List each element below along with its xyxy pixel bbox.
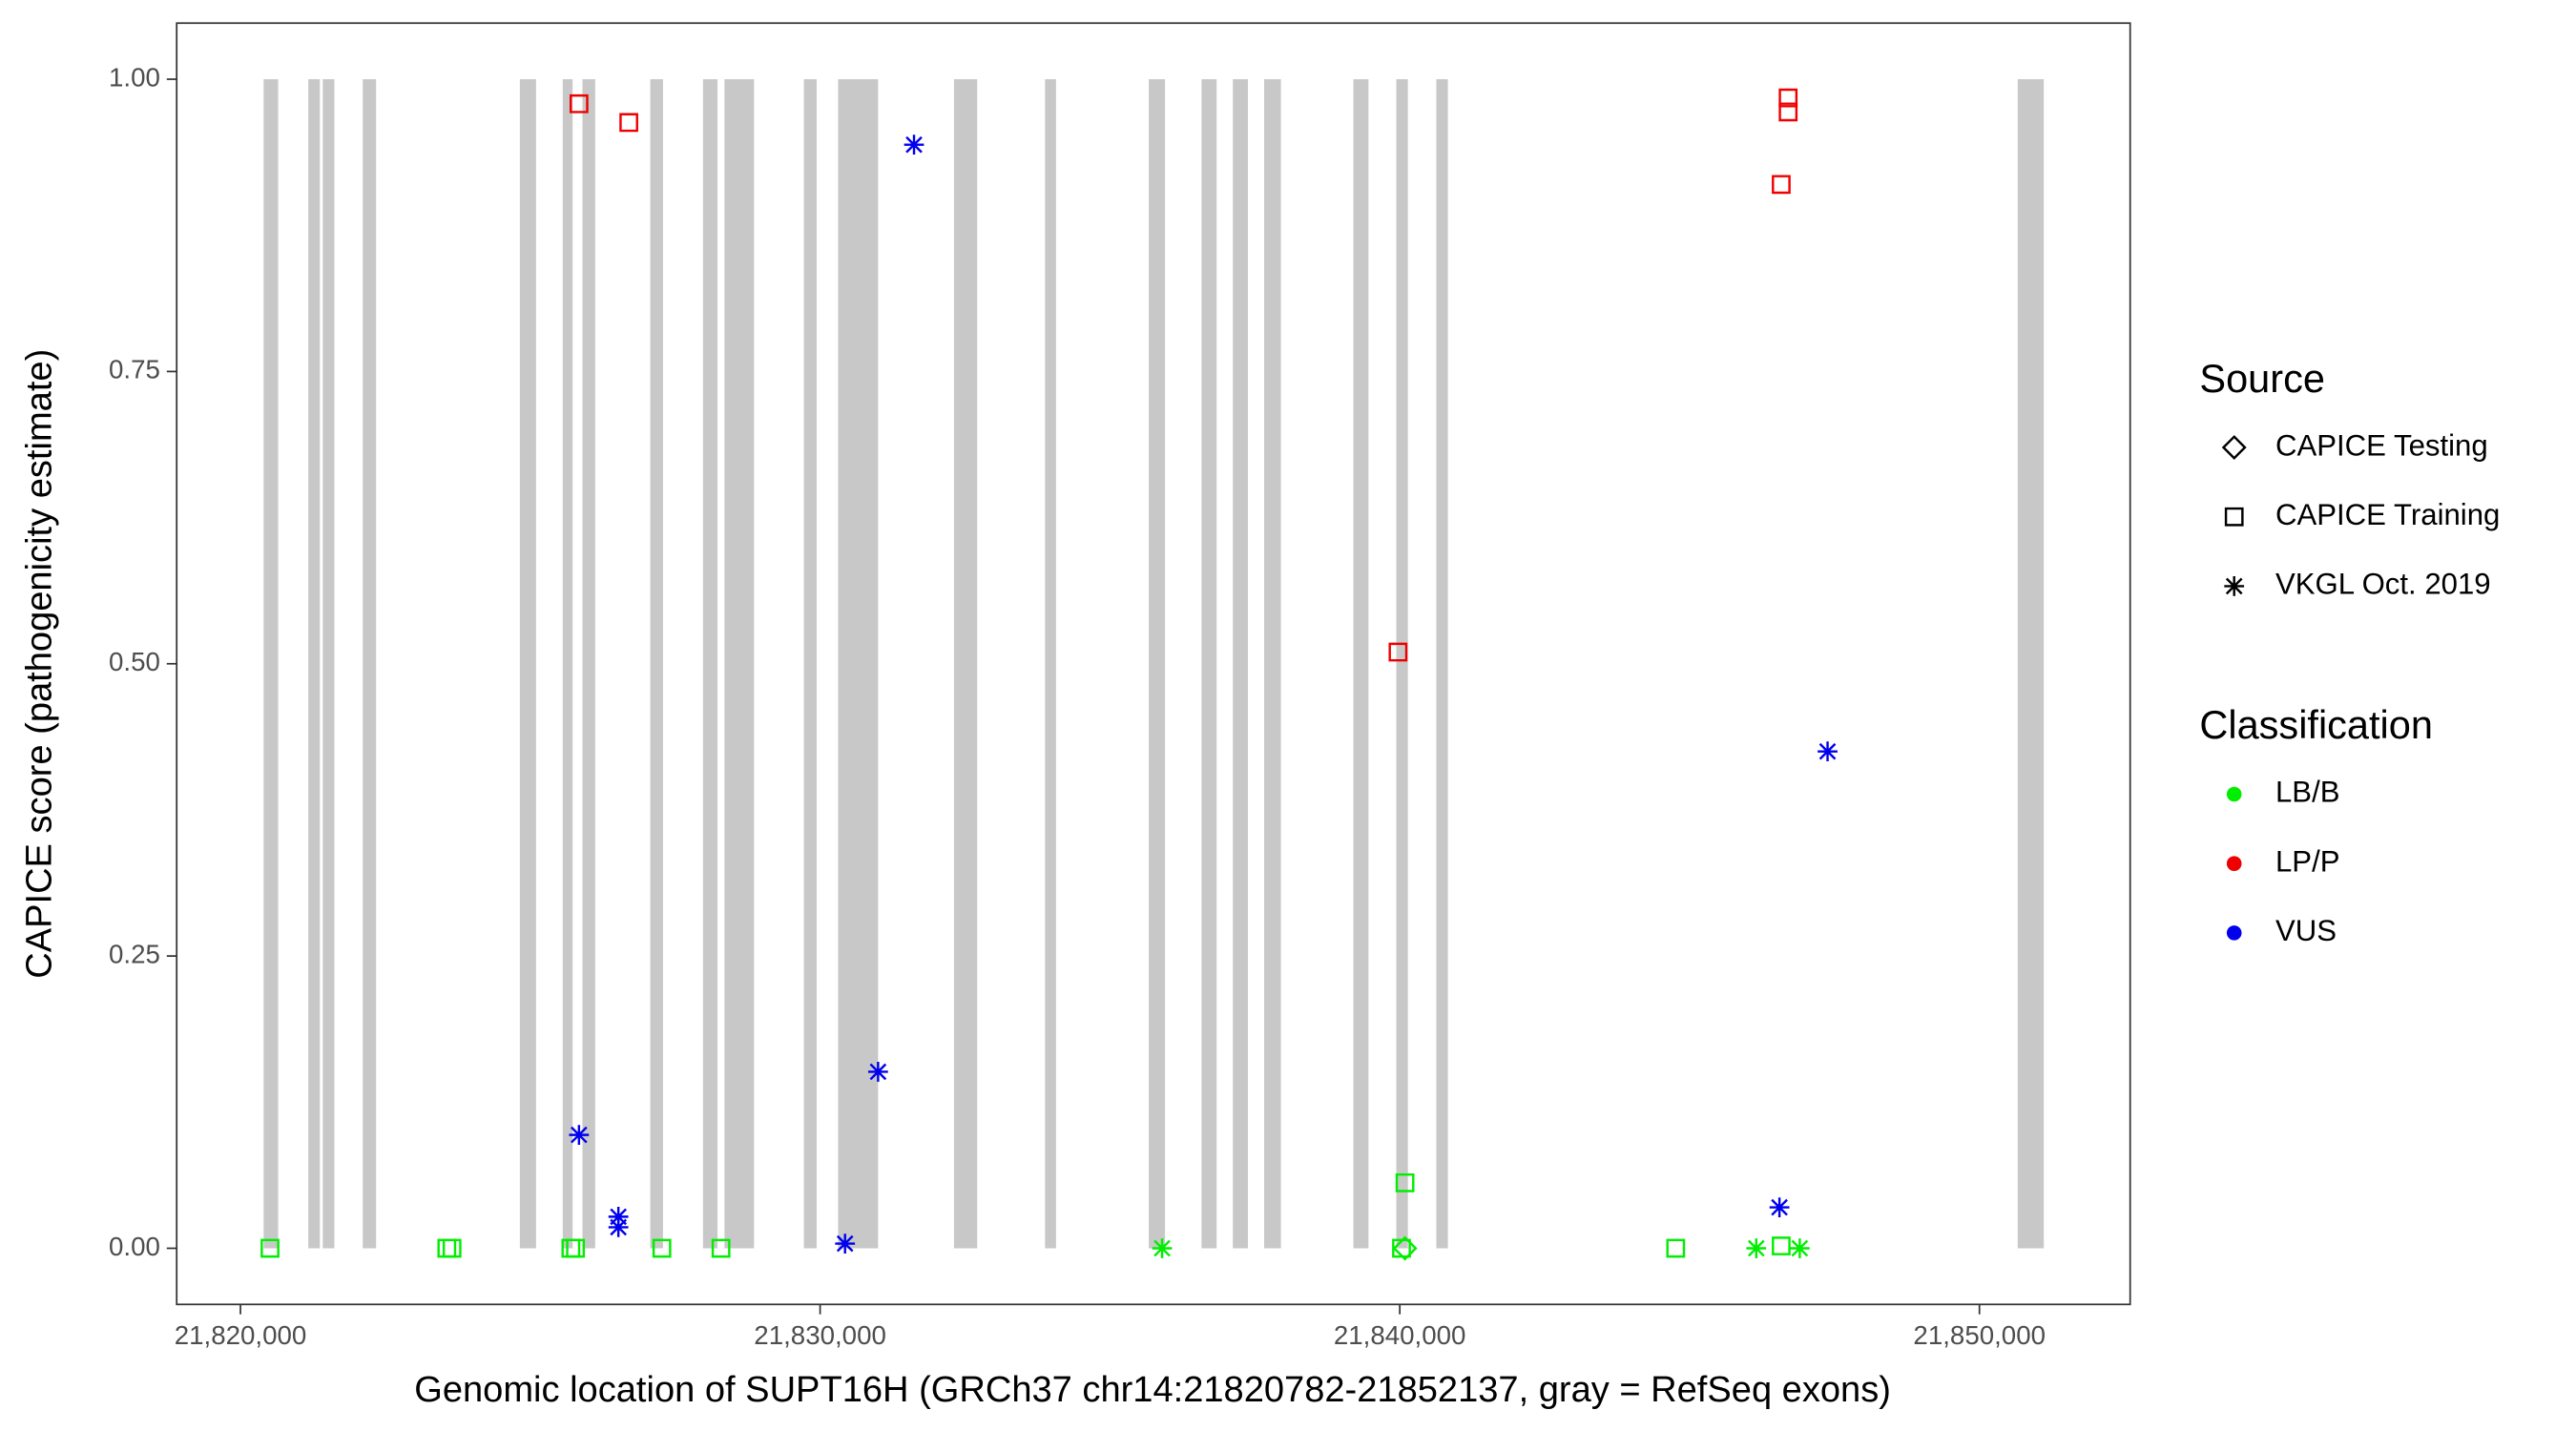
legend-symbol (2226, 786, 2242, 802)
legend-symbol (2226, 856, 2242, 871)
y-tick-label: 0.75 (109, 355, 160, 384)
exon (562, 79, 573, 1249)
y-tick-label: 0.25 (109, 939, 160, 968)
legend-symbol (2226, 925, 2242, 941)
exon (1233, 79, 1248, 1249)
point (711, 1238, 731, 1258)
exon (650, 79, 663, 1249)
legend-title: Classification (2199, 702, 2433, 747)
exon (582, 79, 595, 1249)
point (1388, 642, 1408, 662)
exon (308, 79, 321, 1249)
exon (702, 79, 718, 1249)
x-tick-label: 21,850,000 (1913, 1320, 2046, 1350)
exon (1201, 79, 1217, 1249)
y-tick-label: 0.50 (109, 647, 160, 676)
exon (1149, 79, 1166, 1249)
point (569, 93, 589, 114)
point (608, 1217, 629, 1237)
exon (953, 79, 978, 1249)
point (569, 1125, 590, 1146)
exon (2017, 79, 2045, 1249)
point (867, 1062, 888, 1082)
legend-label: CAPICE Testing (2275, 428, 2488, 462)
point (1772, 175, 1791, 195)
exon (1396, 79, 1408, 1249)
x-tick-label: 21,830,000 (754, 1320, 886, 1350)
point (835, 1234, 856, 1254)
legend-label: VKGL Oct. 2019 (2275, 568, 2491, 601)
point (1152, 1238, 1173, 1258)
point (1392, 1238, 1411, 1258)
point (1778, 102, 1798, 122)
exon (519, 79, 536, 1249)
legend-symbol (2221, 435, 2247, 460)
exon (803, 79, 817, 1249)
exon (363, 79, 377, 1249)
x-tick-label: 21,840,000 (1334, 1320, 1466, 1350)
exon (1353, 79, 1369, 1249)
x-axis-title: Genomic location of SUPT16H (GRCh37 chr1… (414, 1370, 1891, 1410)
point (566, 1238, 586, 1258)
point (442, 1238, 462, 1258)
legend-label: LP/P (2275, 844, 2340, 878)
point (1395, 1172, 1415, 1192)
point (1818, 741, 1838, 762)
y-axis-title: CAPICE score (pathogenicity estimate) (19, 349, 59, 979)
exon (1045, 79, 1056, 1249)
point (904, 135, 924, 156)
exon (724, 79, 755, 1249)
panel-border (176, 22, 2131, 1306)
legend-label: VUS (2275, 914, 2337, 947)
legend-label: LB/B (2275, 776, 2340, 809)
exon (1436, 79, 1448, 1249)
exon (322, 79, 335, 1249)
point (1789, 1238, 1810, 1258)
legend-symbol (2224, 576, 2245, 596)
x-tick-label: 21,820,000 (175, 1320, 307, 1350)
legend-title: Source (2199, 356, 2325, 401)
exon (263, 79, 279, 1249)
legend-label: CAPICE Training (2275, 498, 2500, 531)
y-tick-label: 1.00 (109, 62, 160, 92)
point (652, 1238, 672, 1258)
exon (838, 79, 879, 1249)
point (1392, 1235, 1418, 1261)
point (1769, 1197, 1790, 1217)
point (1666, 1238, 1686, 1258)
point (1746, 1238, 1767, 1258)
legend-symbol (2224, 507, 2244, 527)
point (1772, 1236, 1791, 1255)
point (619, 113, 638, 133)
point (608, 1207, 629, 1227)
y-tick-label: 0.00 (109, 1232, 160, 1261)
exon (1263, 79, 1281, 1249)
point (260, 1238, 280, 1258)
